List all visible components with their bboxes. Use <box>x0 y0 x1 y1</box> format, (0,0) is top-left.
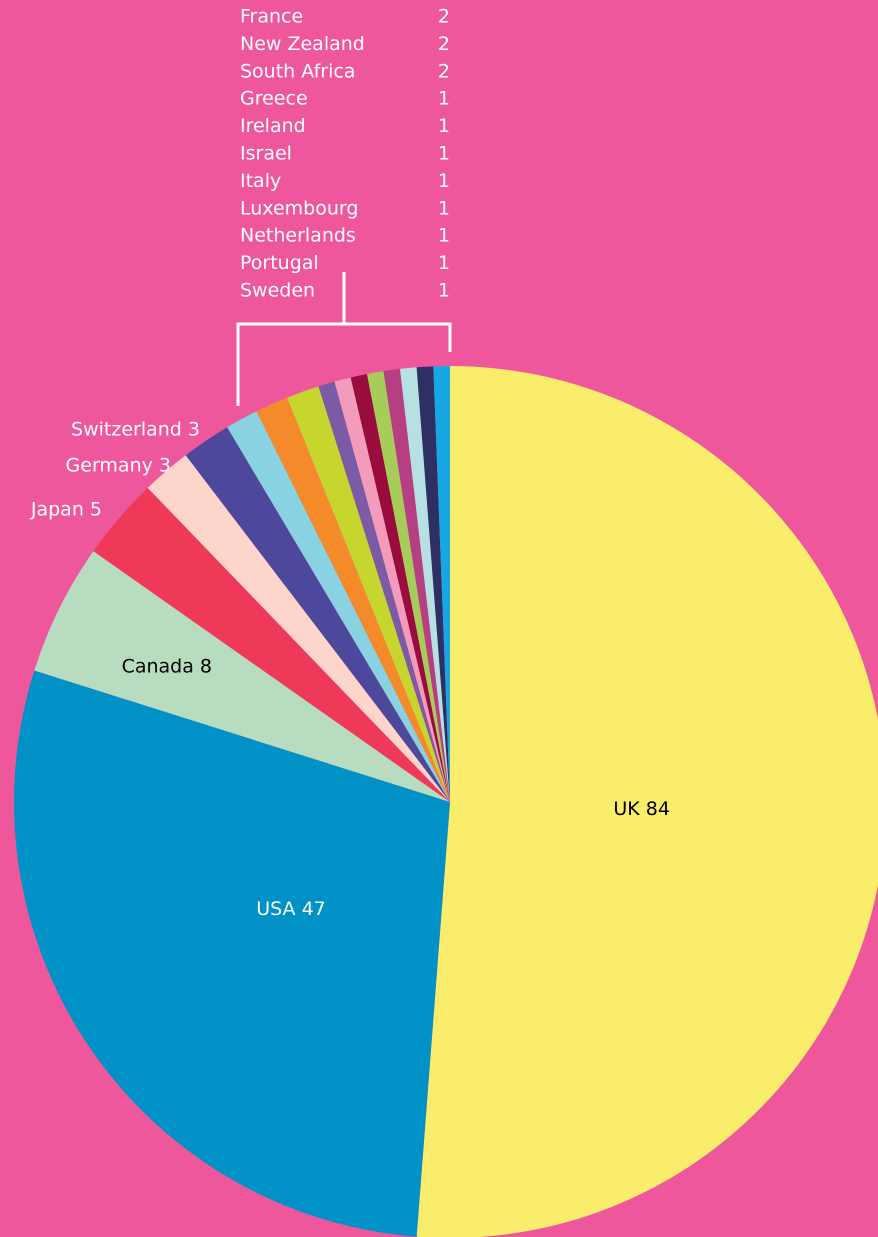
pie-slice-portugal <box>416 366 450 802</box>
legend-value-netherlands: 1 <box>438 225 450 247</box>
pie-slice-south-africa <box>287 386 450 802</box>
legend-name-luxembourg: Luxembourg <box>240 197 358 219</box>
pie-slice-switzerland <box>185 427 450 802</box>
legend-name-south-africa: South Africa <box>240 60 355 82</box>
legend-name-ireland: Ireland <box>240 115 306 137</box>
slice-label-canada: Canada 8 <box>122 656 212 678</box>
slice-label-switzerland: Switzerland 3 <box>71 419 200 441</box>
pie-slice-new-zealand <box>256 397 450 802</box>
slice-label-usa: USA 47 <box>256 898 326 920</box>
legend-name-israel: Israel <box>240 143 292 165</box>
pie-slice-canada <box>34 551 450 802</box>
pie-slice-usa <box>13 670 450 1237</box>
legend-name-new-zealand: New Zealand <box>240 33 365 55</box>
pie-slice-greece <box>318 381 450 802</box>
pie-slice-luxembourg <box>383 368 450 802</box>
slice-label-japan: Japan 5 <box>30 499 102 521</box>
legend-value-israel: 1 <box>438 143 450 165</box>
legend-value-france: 2 <box>438 6 450 28</box>
pie-slice-france <box>227 411 450 802</box>
pie-outer-labels: Canada 8 Japan 5 Germany 3 Switzerland 3 <box>30 419 212 678</box>
legend-name-netherlands: Netherlands <box>240 225 356 247</box>
legend-value-portugal: 1 <box>438 252 450 274</box>
pie-slices <box>13 366 878 1237</box>
slice-label-germany: Germany 3 <box>66 455 171 477</box>
legend-value-sweden: 1 <box>438 280 450 302</box>
legend-value-luxembourg: 1 <box>438 197 450 219</box>
pie-slice-italy <box>366 371 450 802</box>
legend-value-italy: 1 <box>438 170 450 192</box>
pie-slice-netherlands <box>399 367 450 802</box>
pie-inner-labels: UK 84 USA 47 <box>256 798 670 920</box>
slice-label-uk: UK 84 <box>613 798 670 820</box>
small-country-list: France 2 New Zealand 2 South Africa 2 Greece 1 I… <box>240 6 450 302</box>
legend-name-portugal: Portugal <box>240 252 319 274</box>
pie-slice-israel <box>350 373 450 802</box>
legend-value-greece: 1 <box>438 88 450 110</box>
legend-name-italy: Italy <box>240 170 281 192</box>
pie-slice-ireland <box>334 377 450 802</box>
legend-bracket <box>236 272 452 406</box>
pie-slice-sweden <box>433 366 450 802</box>
legend-value-new-zealand: 2 <box>438 33 450 55</box>
pie-slice-japan <box>93 487 450 802</box>
legend-name-france: France <box>240 6 303 28</box>
legend-name-sweden: Sweden <box>240 280 315 302</box>
pie-slice-uk <box>416 366 878 1237</box>
legend-value-south-africa: 2 <box>438 60 450 82</box>
legend-name-greece: Greece <box>240 88 308 110</box>
pie-slice-germany <box>147 455 450 802</box>
legend-value-ireland: 1 <box>438 115 450 137</box>
